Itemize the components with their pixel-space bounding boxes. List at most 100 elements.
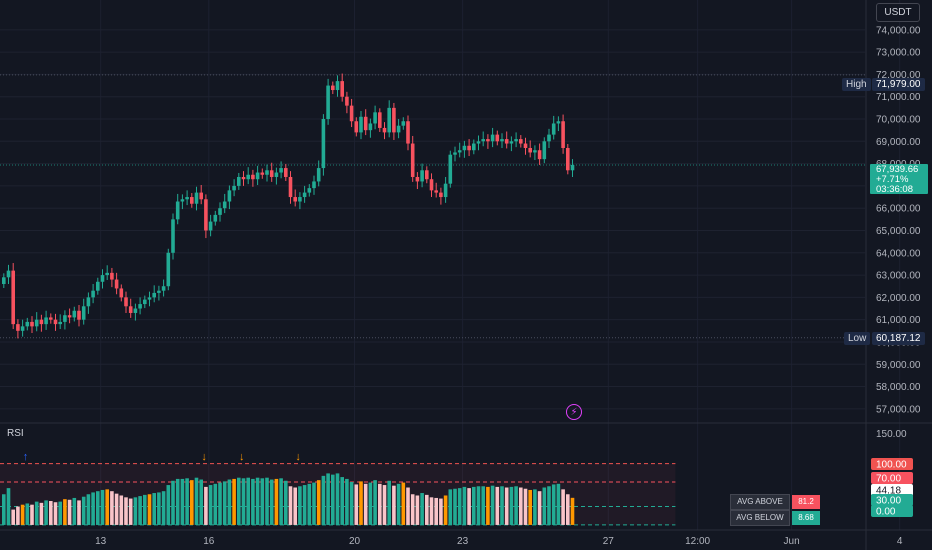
rsi-bar xyxy=(396,483,401,525)
candle-body xyxy=(509,141,514,144)
candle-body xyxy=(114,279,119,289)
rsi-bar xyxy=(354,484,359,525)
candle-body xyxy=(537,150,542,160)
rsi-level-tag xyxy=(871,484,913,496)
candle-body xyxy=(410,143,415,177)
rsi-bar xyxy=(199,479,203,525)
candle-body xyxy=(133,308,138,313)
rsi-bar xyxy=(312,482,316,525)
rsi-bar xyxy=(251,478,255,525)
rsi-bar xyxy=(523,488,528,525)
rsi-level-tag xyxy=(871,472,913,484)
candle-body xyxy=(152,292,156,298)
price-axis-tick: 57,000.00 xyxy=(876,404,921,415)
rsi-bar xyxy=(321,475,326,525)
candle-body xyxy=(495,134,500,142)
rsi-bar xyxy=(514,486,518,525)
candle-body xyxy=(349,105,354,122)
rsi-bar xyxy=(260,478,265,525)
rsi-level-tag xyxy=(871,494,913,506)
rsi-bar xyxy=(467,488,471,525)
candle-body xyxy=(298,197,302,202)
signal-arrow: ↑ xyxy=(23,451,29,463)
rsi-bar xyxy=(528,489,532,525)
candle-body xyxy=(269,170,274,177)
candle-body xyxy=(213,214,218,222)
rsi-bar xyxy=(457,488,462,525)
candle-body xyxy=(542,141,547,160)
candle-body xyxy=(448,154,453,184)
rsi-bar xyxy=(34,501,39,525)
rsi-bar xyxy=(227,479,232,525)
candle-body xyxy=(378,112,382,128)
candle-body xyxy=(204,199,208,231)
candle-body xyxy=(556,121,561,124)
rsi-bar xyxy=(378,483,382,525)
rsi-bar xyxy=(166,485,171,525)
candle-body xyxy=(44,317,48,325)
candle-body xyxy=(265,170,269,175)
candle-body xyxy=(420,170,424,182)
rsi-bar xyxy=(331,474,335,525)
rsi-bar xyxy=(279,478,283,525)
rsi-bar xyxy=(213,483,218,525)
rsi-bar xyxy=(133,497,138,525)
rsi-bar xyxy=(547,486,551,525)
rsi-bar xyxy=(152,493,156,525)
rsi-bar xyxy=(241,478,246,525)
rsi-bar xyxy=(500,486,504,525)
rsi-bar xyxy=(218,482,222,525)
candle-body xyxy=(251,174,255,180)
candle-body xyxy=(528,148,532,153)
rsi-bar xyxy=(448,489,453,525)
rsi-bar xyxy=(401,482,406,525)
rsi-bar xyxy=(30,504,34,525)
rsi-bar xyxy=(81,496,86,525)
time-axis-tick: 27 xyxy=(603,536,615,547)
candle-body xyxy=(490,134,495,142)
candle-body xyxy=(96,281,100,291)
currency-button[interactable]: USDT xyxy=(876,3,920,22)
candle-body xyxy=(25,321,30,327)
candle-body xyxy=(316,168,321,182)
candle-body xyxy=(519,139,523,144)
rsi-bar xyxy=(462,486,467,525)
candle-body xyxy=(91,290,95,298)
rsi-bar xyxy=(326,473,330,525)
rsi-bar xyxy=(363,483,368,525)
rsi-bar xyxy=(6,488,11,525)
rsi-bar xyxy=(387,480,391,525)
rsi-level-tag xyxy=(871,458,913,470)
rsi-axis-top: 150.00 xyxy=(876,429,907,440)
rsi-bar xyxy=(293,487,297,525)
lightning-icon[interactable]: ⚡ xyxy=(566,404,582,420)
candle-body xyxy=(415,176,420,182)
rsi-bar xyxy=(382,485,387,525)
rsi-bar xyxy=(204,486,208,525)
rsi-bar xyxy=(39,502,44,525)
rsi-bar xyxy=(349,481,354,525)
candle-body xyxy=(190,197,194,204)
signal-arrow: ↓ xyxy=(295,451,301,463)
candle-body xyxy=(124,297,128,307)
candle-body xyxy=(147,297,152,300)
candle-body xyxy=(157,290,161,293)
rsi-bar xyxy=(472,486,476,525)
candle-body xyxy=(77,310,81,320)
rsi-bar xyxy=(570,497,575,525)
candle-body xyxy=(467,145,471,151)
rsi-bar xyxy=(265,477,269,525)
rsi-indicator-title[interactable]: RSI xyxy=(7,428,24,439)
candle-body xyxy=(514,139,518,142)
price-axis-tick: 73,000.00 xyxy=(876,48,921,59)
rsi-bar xyxy=(53,502,58,525)
high-value: 71,979.00 xyxy=(872,78,925,91)
candle-body xyxy=(363,116,368,131)
rsi-bar xyxy=(410,494,415,525)
rsi-bar xyxy=(25,503,30,525)
rsi-bar xyxy=(415,495,420,525)
candle-body xyxy=(58,321,62,325)
candle-body xyxy=(293,197,297,202)
rsi-bar xyxy=(481,486,485,525)
